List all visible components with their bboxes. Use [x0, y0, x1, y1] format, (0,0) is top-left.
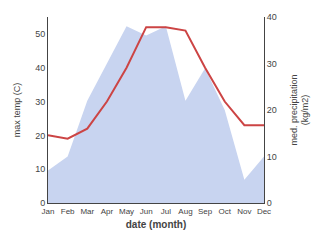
svg-text:Aug: Aug — [178, 207, 192, 216]
svg-text:Nov: Nov — [237, 207, 251, 216]
svg-text:50: 50 — [35, 29, 45, 39]
svg-text:40: 40 — [35, 63, 45, 73]
svg-text:date (month): date (month) — [126, 219, 187, 230]
svg-text:May: May — [119, 207, 134, 216]
svg-text:Apr: Apr — [101, 207, 114, 216]
svg-text:0: 0 — [267, 198, 272, 208]
svg-text:Jun: Jun — [140, 207, 153, 216]
svg-text:Jul: Jul — [161, 207, 171, 216]
svg-text:0: 0 — [40, 198, 45, 208]
svg-text:Oct: Oct — [219, 207, 232, 216]
svg-text:Jan: Jan — [42, 207, 55, 216]
svg-text:max temp (C): max temp (C) — [12, 83, 22, 138]
svg-text:20: 20 — [267, 105, 277, 115]
svg-text:Mar: Mar — [80, 207, 94, 216]
svg-text:Dec: Dec — [257, 207, 271, 216]
svg-text:Feb: Feb — [61, 207, 75, 216]
svg-text:med. precipitation(kg/m2): med. precipitation(kg/m2) — [289, 74, 311, 145]
svg-text:30: 30 — [35, 97, 45, 107]
svg-text:Sep: Sep — [198, 207, 213, 216]
svg-text:30: 30 — [267, 59, 277, 69]
svg-text:20: 20 — [35, 131, 45, 141]
svg-text:10: 10 — [267, 152, 277, 162]
svg-text:40: 40 — [267, 12, 277, 22]
svg-text:10: 10 — [35, 164, 45, 174]
